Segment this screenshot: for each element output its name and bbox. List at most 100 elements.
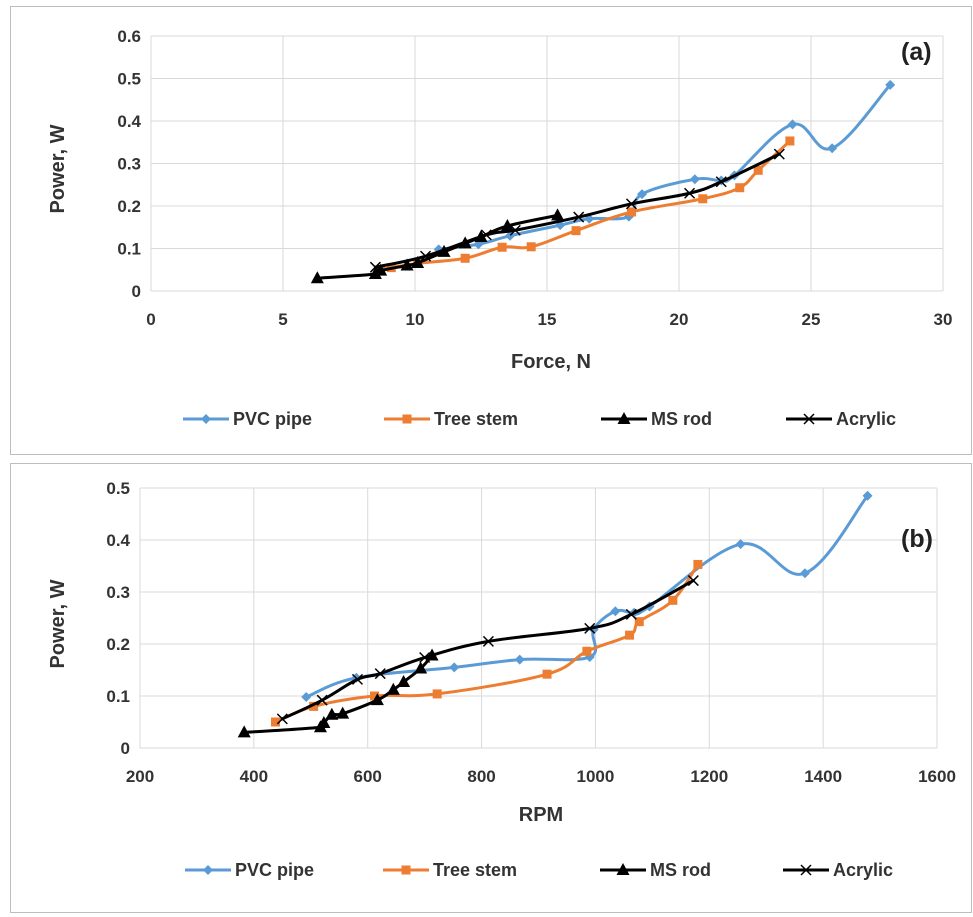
- chart-a-legend-label-tree-stem: Tree stem: [434, 409, 518, 429]
- chart-b-line-acrylic: [280, 579, 695, 721]
- chart-a-point-acrylic: [420, 250, 432, 262]
- chart-b-point-acrylic: [316, 694, 328, 706]
- chart-b-point-ms-rod: [325, 707, 339, 720]
- chart-b-point-pvc-pipe: [610, 606, 621, 617]
- chart-b-point-ms-rod: [336, 706, 350, 719]
- chart-b-panel-label: (b): [901, 525, 933, 553]
- chart-a-xtick-label: 30: [934, 310, 953, 329]
- chart-a-ytick-label: 0.2: [117, 197, 141, 216]
- chart-a-point-tree-stem: [626, 207, 636, 217]
- chart-b-legend-label-ms-rod: MS rod: [650, 860, 711, 880]
- chart-b-xticks: 200 400 600 800 1000 1200 1400 1600: [126, 767, 956, 786]
- chart-a-point-pvc-pipe: [637, 189, 648, 200]
- chart-b-point-ms-rod: [317, 716, 331, 729]
- chart-a-point-acrylic: [625, 198, 638, 210]
- chart-a-point-tree-stem: [785, 136, 795, 146]
- chart-b-point-acrylic: [482, 635, 494, 647]
- chart-b-xtick-label: 800: [467, 767, 495, 786]
- chart-b-point-tree-stem: [542, 669, 552, 679]
- chart-panel-b: 0 0.1 0.2 0.3 0.4 0.5 200 400 600 800 1000 1200 140…: [10, 463, 972, 913]
- chart-a-xtick-label: 15: [538, 310, 557, 329]
- chart-a-point-tree-stem: [526, 242, 536, 252]
- chart-b-xtick-label: 1200: [690, 767, 728, 786]
- chart-b-legend-label-pvc-pipe: PVC pipe: [235, 860, 314, 880]
- chart-a-series: [310, 79, 896, 284]
- chart-a-point-ms-rod: [368, 267, 382, 279]
- chart-b-ytick-label: 0.5: [106, 479, 130, 498]
- chart-b-point-tree-stem: [634, 617, 644, 627]
- chart-b-point-ms-rod: [370, 693, 384, 706]
- chart-b-xtick-label: 200: [126, 767, 154, 786]
- chart-a-legend-marker-acrylic: [803, 413, 815, 425]
- chart-a-panel-label: (a): [901, 38, 932, 66]
- chart-a-xtick-label: 0: [146, 310, 155, 329]
- chart-b-legend-marker-pvc-pipe: [203, 865, 213, 875]
- chart-a-point-acrylic: [509, 224, 521, 236]
- chart-b-xtick-label: 1600: [918, 767, 956, 786]
- chart-a-point-acrylic: [773, 148, 785, 160]
- chart-b-point-pvc-pipe: [301, 692, 312, 703]
- chart-b-point-ms-rod: [414, 661, 428, 674]
- chart-a-point-pvc-pipe: [689, 174, 700, 185]
- chart-a-point-acrylic: [715, 176, 727, 188]
- chart-b-point-acrylic: [625, 608, 637, 620]
- chart-a-legend-marker-pvc-pipe: [201, 414, 211, 424]
- chart-b-point-tree-stem: [582, 646, 592, 656]
- chart-b-point-acrylic: [374, 668, 386, 680]
- chart-b-xlabel: RPM: [519, 804, 563, 826]
- chart-b-xtick-label: 600: [354, 767, 382, 786]
- chart-a-point-ms-rod: [551, 208, 565, 221]
- chart-b-ytick-label: 0: [121, 739, 130, 758]
- chart-a-point-acrylic: [684, 187, 696, 199]
- chart-b-point-tree-stem: [693, 559, 703, 569]
- chart-b-point-acrylic: [584, 622, 596, 634]
- chart-a-ytick-label: 0.3: [117, 155, 141, 174]
- chart-b-point-tree-stem: [370, 691, 380, 701]
- chart-a-point-acrylic: [480, 229, 492, 241]
- chart-b-yticks: 0 0.1 0.2 0.3 0.4 0.5: [106, 479, 130, 758]
- chart-a-legend-marker-tree-stem: [402, 414, 412, 424]
- chart-b-point-pvc-pipe: [862, 490, 873, 501]
- chart-b-point-tree-stem: [432, 689, 442, 699]
- chart-a-ytick-label: 0.5: [117, 70, 141, 89]
- chart-a-ytick-label: 0.1: [117, 240, 141, 259]
- chart-a-ytick-label: 0.6: [117, 27, 141, 46]
- chart-b-xtick-label: 400: [240, 767, 268, 786]
- chart-a-xtick-label: 10: [406, 310, 425, 329]
- chart-a-legend: PVC pipe Tree stem MS rod Acrylic: [183, 409, 896, 429]
- chart-b-svg: 0 0.1 0.2 0.3 0.4 0.5 200 400 600 800 1000 1200 140…: [47, 479, 956, 880]
- chart-a-legend-label-pvc-pipe: PVC pipe: [233, 409, 312, 429]
- chart-b-point-ms-rod: [237, 725, 251, 738]
- chart-b-series: [237, 490, 873, 738]
- chart-b-line-tree-stem: [273, 562, 700, 724]
- chart-b-legend-marker-acrylic: [800, 864, 812, 876]
- chart-a-point-tree-stem: [753, 165, 763, 175]
- chart-a-legend-marker-ms-rod: [617, 412, 631, 424]
- chart-a-yticks: 0 0.1 0.2 0.3 0.4 0.5 0.6: [117, 27, 141, 301]
- chart-a-grid: [150, 35, 944, 292]
- chart-b-point-acrylic: [687, 575, 699, 587]
- chart-b-point-acrylic: [276, 713, 288, 725]
- chart-panel-a: 0 0.1 0.2 0.3 0.4 0.5 0.6 0 5 10 15 20 25 30 (a) For…: [10, 6, 972, 455]
- chart-b-grid: [139, 487, 938, 749]
- chart-b-ytick-label: 0.4: [106, 531, 130, 550]
- chart-b-point-ms-rod: [386, 682, 400, 695]
- chart-b-point-tree-stem: [668, 595, 678, 605]
- chart-b-ytick-label: 0.1: [106, 687, 130, 706]
- chart-b-point-pvc-pipe: [799, 568, 810, 579]
- chart-a-point-tree-stem: [735, 183, 745, 193]
- chart-a-point-tree-stem: [571, 226, 581, 236]
- chart-a-xlabel: Force, N: [511, 351, 591, 373]
- chart-b-xtick-label: 1000: [577, 767, 615, 786]
- chart-a-point-acrylic: [573, 211, 585, 223]
- chart-b-point-tree-stem: [309, 701, 319, 711]
- chart-b-ylabel: Power, W: [47, 579, 69, 668]
- chart-a-point-pvc-pipe: [505, 230, 516, 241]
- chart-a-point-pvc-pipe: [885, 79, 896, 90]
- chart-a-xtick-label: 5: [278, 310, 287, 329]
- chart-b-legend-label-acrylic: Acrylic: [833, 860, 893, 880]
- chart-b-ytick-label: 0.2: [106, 635, 130, 654]
- chart-b-line-pvc-pipe: [304, 494, 870, 699]
- chart-a-point-ms-rod: [310, 271, 324, 284]
- chart-a-point-ms-rod: [374, 263, 388, 276]
